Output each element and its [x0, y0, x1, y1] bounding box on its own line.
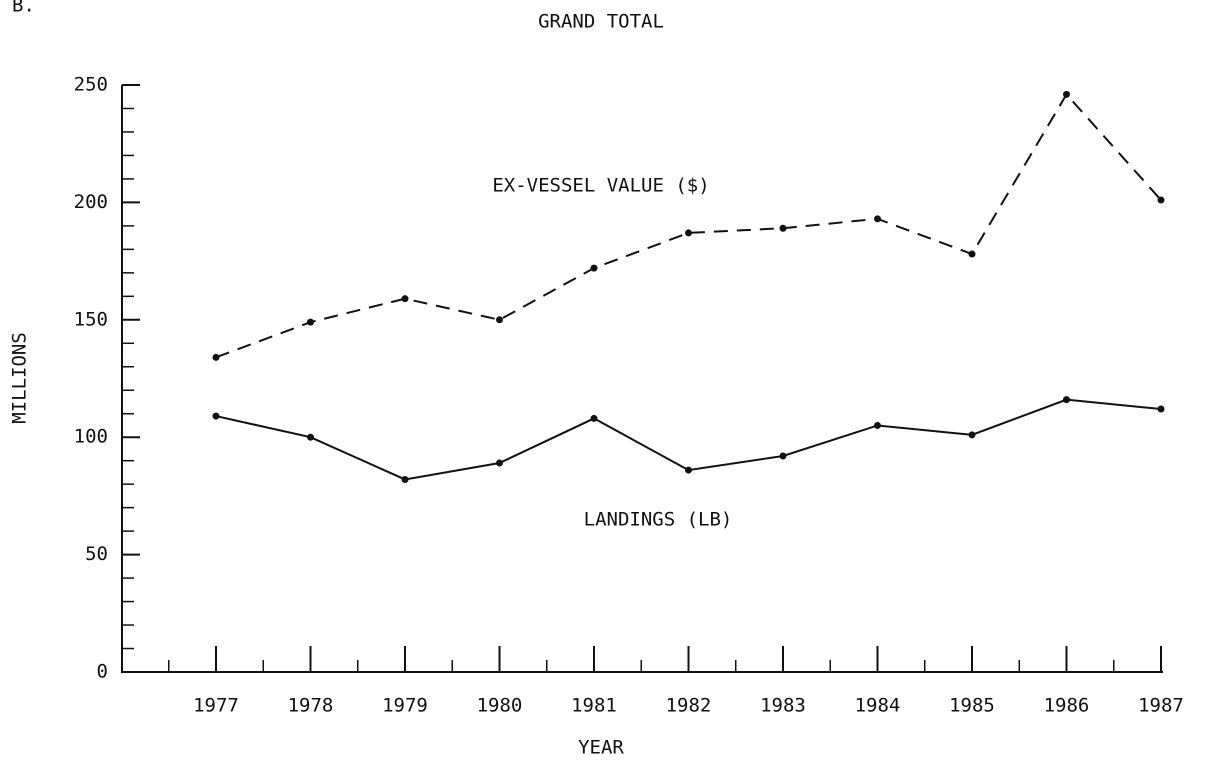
- x-tick-label: 1980: [477, 695, 523, 717]
- data-point: [779, 224, 787, 232]
- y-tick-label: 200: [74, 191, 108, 213]
- data-point: [779, 452, 787, 460]
- data-point: [1063, 90, 1070, 98]
- panel-label: B.: [12, 0, 35, 17]
- series-line: [215, 92, 1162, 359]
- chart-title: GRAND TOTAL: [538, 11, 664, 33]
- y-axis-label: MILLIONS: [9, 332, 31, 424]
- data-point: [1157, 405, 1165, 413]
- x-tick-label: 1985: [949, 695, 995, 717]
- y-tick-label: 0: [97, 661, 108, 683]
- data-point: [1157, 196, 1165, 204]
- data-point: [685, 466, 692, 474]
- x-tick-label: 1977: [193, 695, 239, 717]
- x-tick-label: 1979: [382, 695, 428, 717]
- data-point: [685, 229, 692, 237]
- series-annotation: LANDINGS (LB): [584, 509, 733, 531]
- data-point: [590, 264, 598, 272]
- data-point: [968, 250, 976, 258]
- y-tick-label: 100: [74, 426, 108, 448]
- y-tick-label: 50: [85, 543, 108, 565]
- x-tick-label: 1982: [666, 695, 712, 717]
- data-point: [401, 475, 409, 483]
- x-tick-label: 1978: [288, 695, 334, 717]
- data-point: [590, 414, 598, 422]
- data-point: [1063, 396, 1070, 404]
- data-point: [307, 433, 314, 441]
- y-tick-label: 250: [74, 74, 108, 96]
- y-tick-label: 150: [74, 308, 108, 330]
- x-axis-label: YEAR: [578, 737, 624, 759]
- x-tick-label: 1983: [760, 695, 806, 717]
- data-point: [968, 431, 976, 439]
- data-point: [496, 316, 503, 324]
- data-point: [401, 295, 409, 303]
- data-point: [874, 215, 881, 223]
- x-tick-label: 1984: [855, 695, 901, 717]
- data-point: [307, 318, 314, 326]
- data-point: [212, 412, 220, 420]
- x-tick-label: 1987: [1138, 695, 1184, 717]
- x-tick-label: 1981: [571, 695, 617, 717]
- data-point: [874, 421, 881, 429]
- data-point: [496, 459, 503, 467]
- data-point: [212, 353, 220, 361]
- x-tick-label: 1986: [1044, 695, 1090, 717]
- series-annotation: EX-VESSEL VALUE ($): [492, 175, 709, 197]
